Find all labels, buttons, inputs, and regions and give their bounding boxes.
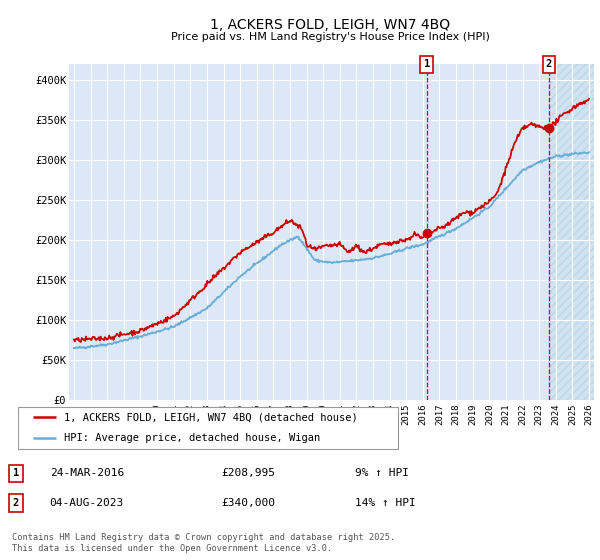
Text: 9% ↑ HPI: 9% ↑ HPI bbox=[355, 468, 409, 478]
Text: Contains HM Land Registry data © Crown copyright and database right 2025.
This d: Contains HM Land Registry data © Crown c… bbox=[12, 534, 395, 553]
Text: 1, ACKERS FOLD, LEIGH, WN7 4BQ: 1, ACKERS FOLD, LEIGH, WN7 4BQ bbox=[210, 18, 450, 32]
Text: 04-AUG-2023: 04-AUG-2023 bbox=[50, 498, 124, 508]
Text: HPI: Average price, detached house, Wigan: HPI: Average price, detached house, Wiga… bbox=[64, 433, 320, 444]
Text: 24-MAR-2016: 24-MAR-2016 bbox=[50, 468, 124, 478]
Text: 1: 1 bbox=[424, 59, 430, 69]
Polygon shape bbox=[549, 64, 594, 400]
FancyBboxPatch shape bbox=[18, 407, 398, 449]
Text: 2: 2 bbox=[13, 498, 19, 508]
Polygon shape bbox=[549, 64, 594, 400]
Text: 14% ↑ HPI: 14% ↑ HPI bbox=[355, 498, 416, 508]
Text: 1: 1 bbox=[13, 468, 19, 478]
Text: £208,995: £208,995 bbox=[221, 468, 275, 478]
Text: Price paid vs. HM Land Registry's House Price Index (HPI): Price paid vs. HM Land Registry's House … bbox=[170, 32, 490, 42]
Text: £340,000: £340,000 bbox=[221, 498, 275, 508]
Text: 1, ACKERS FOLD, LEIGH, WN7 4BQ (detached house): 1, ACKERS FOLD, LEIGH, WN7 4BQ (detached… bbox=[64, 412, 358, 422]
Text: 2: 2 bbox=[546, 59, 552, 69]
